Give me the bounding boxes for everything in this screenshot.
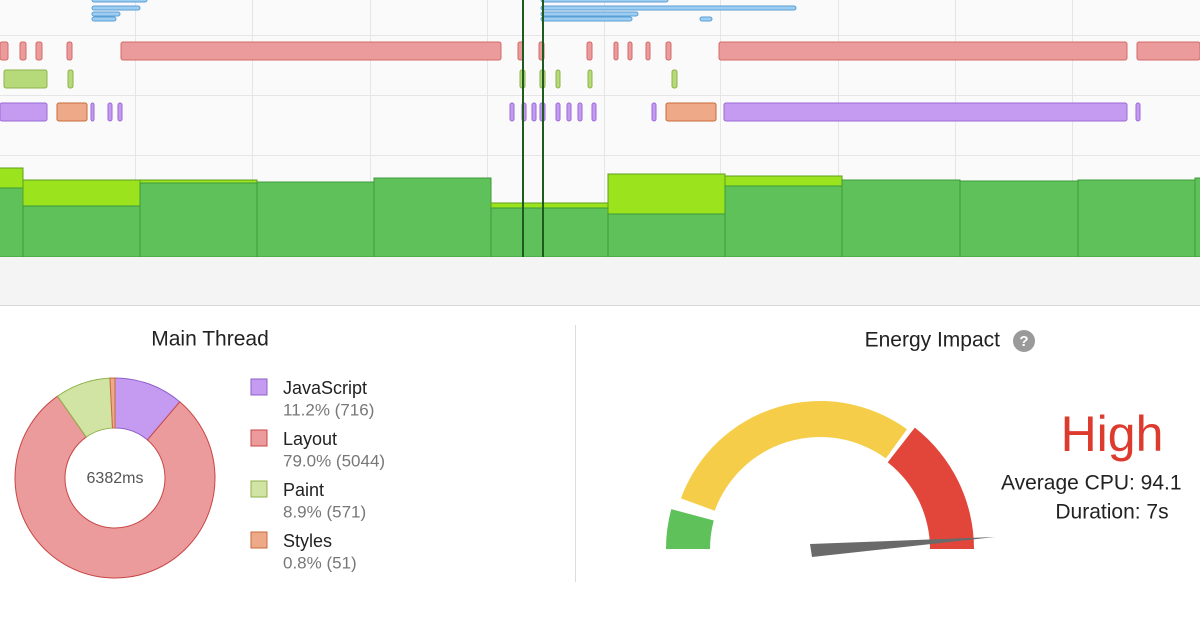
legend-name: Paint — [283, 480, 324, 500]
cpu-block — [373, 177, 492, 258]
layout-bar — [1136, 41, 1200, 61]
network-bar — [540, 16, 633, 22]
layout-bar — [718, 41, 1128, 61]
layout-bar — [645, 41, 651, 61]
timeline — [0, 0, 1200, 258]
script-bar — [591, 102, 597, 122]
gauge-segment — [680, 400, 907, 511]
network-bar — [540, 5, 797, 11]
cpu-block — [139, 182, 258, 258]
paint-bar — [3, 69, 48, 89]
section-title: Main Thread — [151, 328, 269, 351]
gauge-segment — [666, 509, 714, 549]
help-icon-label[interactable]: ? — [1019, 333, 1028, 350]
energy-rating: High — [1061, 406, 1164, 462]
legend-value: 8.9% (571) — [283, 502, 366, 521]
help-icon[interactable] — [1013, 330, 1035, 352]
layout-bar — [586, 41, 593, 61]
layout-bar — [627, 41, 633, 61]
cpu-block — [0, 187, 24, 258]
donut-segment — [109, 377, 116, 429]
network-bar — [91, 11, 121, 17]
section-title: Energy Impact — [865, 329, 1001, 352]
legend-swatch — [250, 429, 268, 447]
layout-bar — [120, 41, 502, 61]
layout-bar — [19, 41, 27, 61]
script-bar — [509, 102, 515, 122]
legend-value: 79.0% (5044) — [283, 451, 385, 470]
legend-swatch — [250, 378, 268, 396]
network-bar — [91, 0, 148, 3]
network-bar — [540, 0, 669, 3]
legend: JavaScript 11.2% (716) Layout 79.0% (5044) P… — [250, 378, 385, 572]
layout-bar — [613, 41, 619, 61]
layout-bar — [0, 41, 9, 61]
duration: Duration: 7s — [1055, 501, 1168, 524]
style-bar — [665, 102, 717, 122]
layout-bar — [35, 41, 43, 61]
script-bar — [651, 102, 657, 122]
energy-gauge — [666, 400, 995, 557]
script-bar — [555, 102, 561, 122]
cpu-block — [22, 205, 141, 258]
script-bar — [723, 102, 1128, 122]
paint-bar — [671, 69, 678, 89]
layout-bar — [66, 41, 73, 61]
gauge-segment — [887, 427, 974, 549]
donut-total: 6382ms — [87, 470, 144, 487]
layout-bar — [665, 41, 672, 61]
cpu-block — [841, 179, 961, 258]
cpu-block — [1194, 177, 1200, 258]
paint-bar — [587, 69, 593, 89]
network-bar — [540, 11, 639, 17]
average-cpu: Average CPU: 94.1 — [1001, 472, 1182, 495]
legend-swatch — [250, 531, 268, 549]
paint-bar — [555, 69, 561, 89]
network-bar — [91, 5, 141, 11]
cpu-block — [256, 181, 375, 258]
legend-swatch — [250, 480, 268, 498]
script-bar — [1135, 102, 1141, 122]
gauge-needle — [810, 537, 995, 557]
donut-segment — [14, 395, 216, 579]
legend-value: 0.8% (51) — [283, 553, 357, 572]
cpu-block — [724, 185, 843, 258]
network-bar — [699, 16, 713, 22]
legend-name: Styles — [283, 531, 332, 551]
legend-name: JavaScript — [283, 378, 367, 398]
script-bar — [531, 102, 537, 122]
paint-bar — [67, 69, 74, 89]
cpu-block — [607, 213, 726, 258]
script-bar — [107, 102, 113, 122]
script-bar — [566, 102, 572, 122]
style-bar — [56, 102, 88, 122]
donut-chart — [14, 377, 216, 579]
cpu-block — [1077, 179, 1196, 258]
script-bar — [577, 102, 583, 122]
cpu-block — [959, 180, 1079, 258]
cpu-block — [490, 207, 609, 258]
script-bar — [90, 102, 95, 122]
script-bar — [117, 102, 123, 122]
legend-value: 11.2% (716) — [283, 400, 374, 419]
network-bar — [91, 16, 117, 22]
script-bar — [0, 102, 48, 122]
timeline-footer — [0, 257, 1200, 305]
legend-name: Layout — [283, 429, 337, 449]
